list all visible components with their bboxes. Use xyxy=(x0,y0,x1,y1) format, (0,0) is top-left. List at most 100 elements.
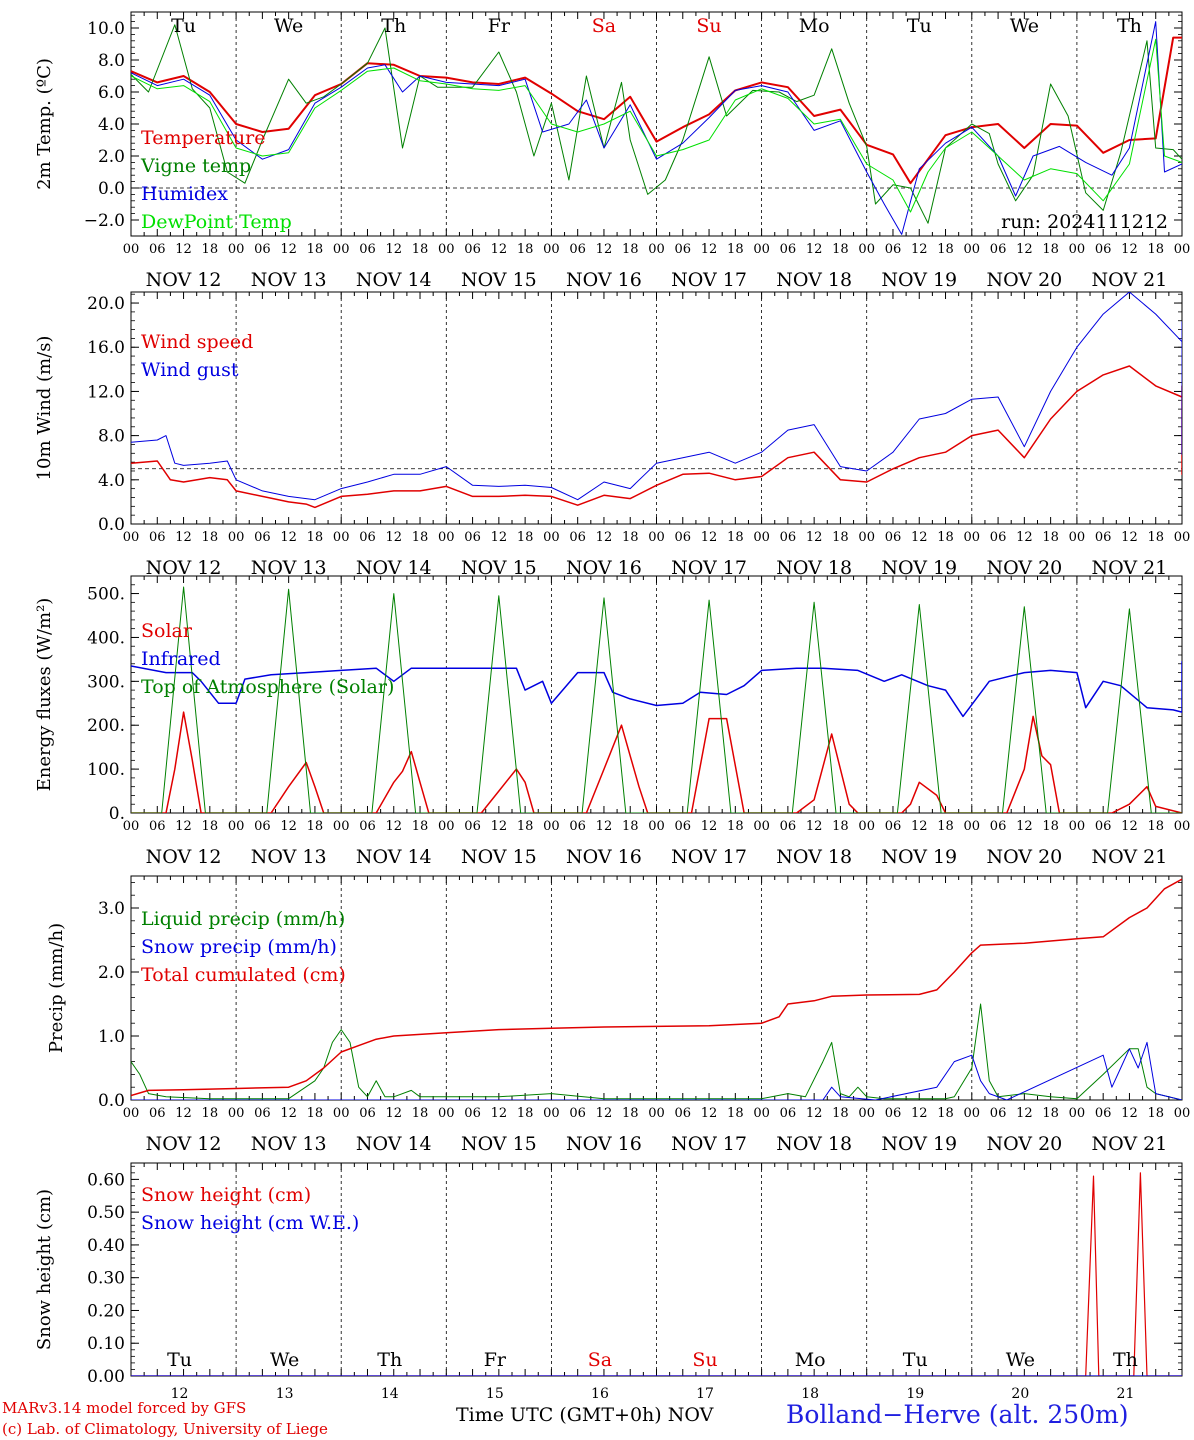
weekday-label: Th xyxy=(377,1349,402,1371)
hour-label: 06 xyxy=(885,242,902,257)
hour-label: 06 xyxy=(675,819,692,834)
date-label: NOV 20 xyxy=(986,1133,1062,1155)
hour-label: 18 xyxy=(622,819,639,834)
hour-label: 00 xyxy=(543,819,560,834)
hour-label: 00 xyxy=(1069,1106,1086,1121)
hour-label: 18 xyxy=(1147,1106,1164,1121)
weekday-label: We xyxy=(274,15,303,37)
hour-label: 06 xyxy=(990,1106,1007,1121)
hour-label: 18 xyxy=(1147,819,1164,834)
hour-label: 18 xyxy=(517,530,534,545)
hour-label: 12 xyxy=(911,819,928,834)
hour-label: 18 xyxy=(412,530,429,545)
y-tick-label: 500. xyxy=(87,585,125,605)
date-label: NOV 17 xyxy=(671,846,747,868)
weekday-label: Sa xyxy=(588,1349,612,1371)
weekday-label: Mo xyxy=(799,15,830,37)
series-line-humidex xyxy=(131,21,1182,235)
hour-label: 00 xyxy=(123,819,140,834)
hour-label: 12 xyxy=(1016,530,1033,545)
hour-label: 18 xyxy=(727,819,744,834)
hour-label: 18 xyxy=(202,1106,219,1121)
date-label: NOV 20 xyxy=(986,846,1062,868)
plot-frame xyxy=(130,11,1183,237)
y-tick-label: 6.0 xyxy=(98,83,125,103)
series-line-wind-speed xyxy=(131,365,1182,509)
weekday-label: Tu xyxy=(167,1349,192,1371)
hour-label: 18 xyxy=(1042,242,1059,257)
date-label: NOV 17 xyxy=(671,557,747,579)
hour-label: 18 xyxy=(832,242,849,257)
hour-label: 06 xyxy=(780,530,797,545)
hour-label: 18 xyxy=(307,819,324,834)
date-label: NOV 13 xyxy=(251,269,327,291)
hour-label: 12 xyxy=(280,1106,297,1121)
date-label: NOV 14 xyxy=(356,557,432,579)
hour-label: 12 xyxy=(280,242,297,257)
hour-label: 06 xyxy=(990,530,1007,545)
hour-label: 06 xyxy=(1095,242,1112,257)
hour-label: 18 xyxy=(1147,242,1164,257)
date-label: NOV 20 xyxy=(986,557,1062,579)
date-label: NOV 19 xyxy=(881,269,957,291)
date-label: NOV 16 xyxy=(566,269,642,291)
hour-label: 06 xyxy=(990,242,1007,257)
hour-label: 00 xyxy=(858,819,875,834)
hour-label: 18 xyxy=(1042,1106,1059,1121)
hour-label: 12 xyxy=(701,819,718,834)
hour-label: 06 xyxy=(1095,1106,1112,1121)
y-axis-label: Snow height (cm) xyxy=(34,1189,55,1350)
hour-label: 00 xyxy=(858,1106,875,1121)
legend-entry: Temperature xyxy=(141,127,265,149)
hour-label: 18 xyxy=(202,242,219,257)
hour-label: 18 xyxy=(622,242,639,257)
hour-label: 06 xyxy=(464,819,481,834)
station-name: Bolland−Herve (alt. 250m) xyxy=(786,1400,1129,1429)
nov-label: NOV xyxy=(667,1404,714,1426)
hour-label: 18 xyxy=(832,1106,849,1121)
legend-entry: Wind gust xyxy=(141,359,239,381)
hour-label: 18 xyxy=(937,530,954,545)
hour-label: 00 xyxy=(858,530,875,545)
legend-entry: Solar xyxy=(141,620,193,642)
hour-label: 12 xyxy=(1016,819,1033,834)
day-number-label: 18 xyxy=(801,1386,819,1400)
date-label: NOV 21 xyxy=(1092,1133,1168,1155)
hour-label: 00 xyxy=(964,819,981,834)
lab-credit: (c) Lab. of Climatology, University of L… xyxy=(2,1420,328,1438)
hour-label: 06 xyxy=(464,242,481,257)
hour-label: 18 xyxy=(622,530,639,545)
hour-label: 12 xyxy=(596,819,613,834)
hour-label: 06 xyxy=(990,819,1007,834)
hour-label: 18 xyxy=(937,1106,954,1121)
date-label: NOV 12 xyxy=(146,269,222,291)
y-tick-label: 400. xyxy=(87,628,125,648)
series-line-solar xyxy=(131,711,1182,813)
hour-label: 00 xyxy=(648,819,665,834)
footer-credits: MARv3.14 model forced by GFS (c) Lab. of… xyxy=(2,1398,328,1440)
hour-label: 18 xyxy=(412,819,429,834)
legend-entry: Wind speed xyxy=(141,331,253,353)
hour-label: 12 xyxy=(385,530,402,545)
hour-label: 06 xyxy=(780,1106,797,1121)
hour-label: 00 xyxy=(123,530,140,545)
date-label: NOV 16 xyxy=(566,557,642,579)
hour-label: 12 xyxy=(701,242,718,257)
hour-label: 06 xyxy=(1095,819,1112,834)
hour-label: 12 xyxy=(491,1106,508,1121)
hour-label: 18 xyxy=(727,1106,744,1121)
hour-label: 12 xyxy=(701,1106,718,1121)
hour-label: 00 xyxy=(964,242,981,257)
date-label: NOV 15 xyxy=(461,269,537,291)
weekday-label: Tu xyxy=(903,1349,928,1371)
date-label: NOV 20 xyxy=(986,269,1062,291)
model-credit: MARv3.14 model forced by GFS xyxy=(2,1399,247,1417)
day-number-label: 14 xyxy=(381,1386,399,1400)
y-tick-label: 16.0 xyxy=(87,338,125,358)
hour-label: 12 xyxy=(385,1106,402,1121)
panel-2 xyxy=(130,291,1183,525)
hour-label: 18 xyxy=(832,819,849,834)
y-tick-label: 0.0 xyxy=(98,179,125,199)
hour-label: 00 xyxy=(438,242,455,257)
hour-label: 00 xyxy=(228,819,245,834)
